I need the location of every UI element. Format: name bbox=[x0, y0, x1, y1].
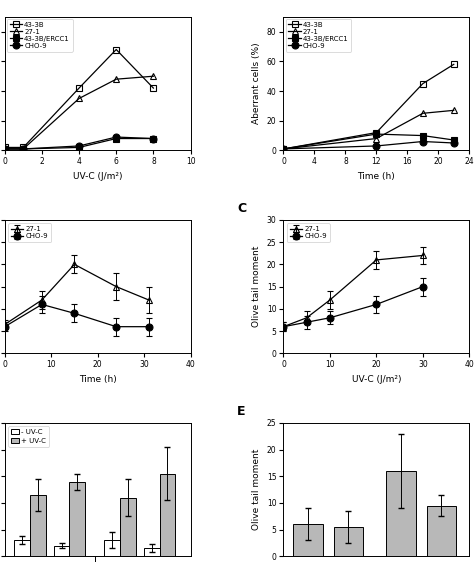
Bar bbox=[54, 546, 70, 556]
43-3B/ERCC1 bbox=[20, 146, 26, 152]
Y-axis label: Olive tail moment: Olive tail moment bbox=[252, 449, 261, 531]
Line: 43-3B: 43-3B bbox=[280, 61, 457, 152]
Line: 43-3B: 43-3B bbox=[1, 46, 157, 151]
Bar bbox=[30, 495, 46, 556]
CHO-9 bbox=[76, 143, 82, 149]
27-1 bbox=[2, 146, 8, 152]
Line: CHO-9: CHO-9 bbox=[1, 134, 157, 152]
Bar bbox=[144, 549, 160, 556]
CHO-9 bbox=[281, 146, 286, 152]
Text: E: E bbox=[237, 405, 246, 418]
27-1 bbox=[20, 146, 26, 152]
Legend: 27-1, CHO-9: 27-1, CHO-9 bbox=[8, 223, 51, 242]
CHO-9 bbox=[151, 135, 156, 142]
Legend: - UV-C, + UV-C: - UV-C, + UV-C bbox=[8, 427, 49, 447]
27-1 bbox=[451, 107, 456, 114]
Line: 43-3B/ERCC1: 43-3B/ERCC1 bbox=[1, 135, 157, 152]
43-3B bbox=[374, 129, 379, 136]
43-3B bbox=[151, 85, 156, 92]
CHO-9 bbox=[20, 146, 26, 152]
43-3B bbox=[76, 85, 82, 92]
27-1 bbox=[374, 135, 379, 142]
Bar bbox=[14, 540, 30, 556]
CHO-9 bbox=[451, 139, 456, 146]
CHO-9 bbox=[420, 138, 426, 145]
Line: 27-1: 27-1 bbox=[280, 107, 457, 152]
Legend: 43-3B, 27-1, 43-3B/ERCC1, CHO-9: 43-3B, 27-1, 43-3B/ERCC1, CHO-9 bbox=[7, 19, 73, 52]
43-3B bbox=[113, 46, 119, 53]
43-3B bbox=[281, 146, 286, 152]
Y-axis label: Olive tail moment: Olive tail moment bbox=[252, 246, 261, 327]
Bar bbox=[334, 527, 364, 556]
43-3B/ERCC1 bbox=[281, 146, 286, 152]
27-1 bbox=[113, 76, 119, 83]
27-1 bbox=[76, 95, 82, 102]
X-axis label: Time (h): Time (h) bbox=[357, 172, 395, 181]
Bar bbox=[70, 482, 85, 556]
Line: CHO-9: CHO-9 bbox=[280, 138, 457, 152]
X-axis label: UV-C (J/m²): UV-C (J/m²) bbox=[352, 375, 401, 384]
Legend: 43-3B, 27-1, 43-3B/ERCC1, CHO-9: 43-3B, 27-1, 43-3B/ERCC1, CHO-9 bbox=[285, 19, 351, 52]
Bar bbox=[293, 524, 323, 556]
27-1 bbox=[420, 110, 426, 117]
43-3B bbox=[451, 61, 456, 67]
CHO-9 bbox=[374, 143, 379, 149]
CHO-9 bbox=[113, 134, 119, 140]
43-3B/ERCC1 bbox=[151, 135, 156, 142]
43-3B/ERCC1 bbox=[113, 135, 119, 142]
43-3B/ERCC1 bbox=[2, 146, 8, 152]
43-3B bbox=[420, 80, 426, 87]
X-axis label: Time (h): Time (h) bbox=[79, 375, 117, 384]
27-1 bbox=[151, 73, 156, 80]
43-3B bbox=[20, 144, 26, 151]
CHO-9 bbox=[2, 146, 8, 152]
43-3B bbox=[2, 144, 8, 151]
Text: C: C bbox=[237, 202, 246, 215]
43-3B/ERCC1 bbox=[420, 132, 426, 139]
Bar bbox=[160, 474, 175, 556]
43-3B/ERCC1 bbox=[76, 144, 82, 151]
43-3B/ERCC1 bbox=[451, 137, 456, 143]
Bar bbox=[427, 506, 456, 556]
Legend: 27-1, CHO-9: 27-1, CHO-9 bbox=[287, 223, 330, 242]
X-axis label: UV-C (J/m²): UV-C (J/m²) bbox=[73, 172, 122, 181]
Line: 43-3B/ERCC1: 43-3B/ERCC1 bbox=[280, 130, 457, 152]
Line: 27-1: 27-1 bbox=[1, 72, 157, 152]
27-1 bbox=[281, 146, 286, 152]
Bar bbox=[104, 540, 120, 556]
Bar bbox=[386, 471, 416, 556]
43-3B/ERCC1 bbox=[374, 131, 379, 138]
Y-axis label: Aberrant cells (%): Aberrant cells (%) bbox=[252, 43, 261, 124]
Bar bbox=[120, 497, 136, 556]
